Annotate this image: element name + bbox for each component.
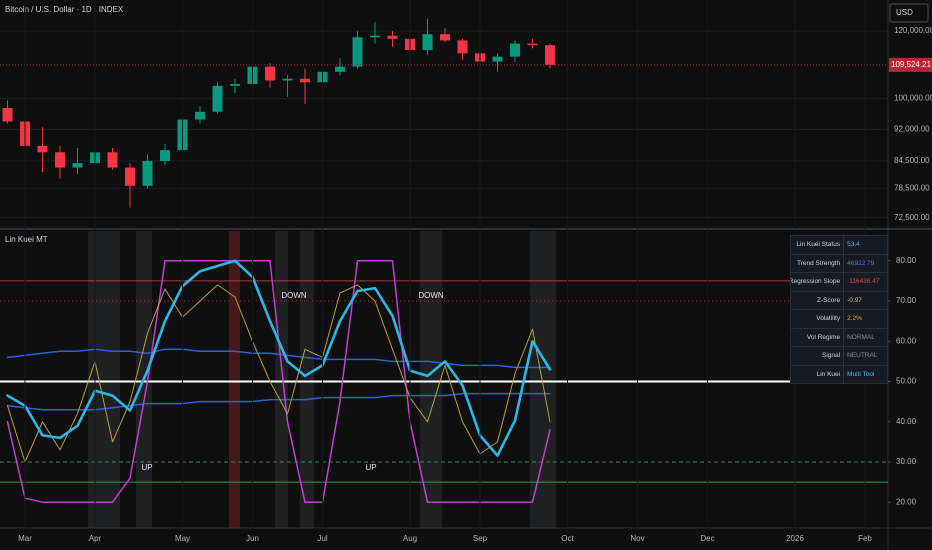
candle-body xyxy=(370,35,380,38)
row-label: Lin Kuei xyxy=(791,365,845,383)
table-row: Volatility 2.2% xyxy=(791,310,887,329)
row-label: Trend Strength xyxy=(791,254,845,272)
candle-body xyxy=(142,160,153,186)
x-tick-label: Dec xyxy=(700,534,714,543)
candle-body xyxy=(387,35,398,39)
row-value: 46922.79 xyxy=(847,259,875,267)
candle-body xyxy=(510,43,520,57)
x-tick-label: Feb xyxy=(858,534,872,543)
session-band xyxy=(275,231,288,528)
session-band xyxy=(530,231,556,528)
indicator-line xyxy=(6,392,551,411)
currency-button[interactable] xyxy=(889,3,929,23)
candle-body xyxy=(195,111,205,120)
y-tick-label: 80.00 xyxy=(896,256,917,265)
x-tick-label: Nov xyxy=(630,534,644,543)
table-row: Signal NEUTRAL xyxy=(791,347,887,366)
x-tick-label: Apr xyxy=(89,534,102,543)
row-label: Vol Regime xyxy=(791,328,845,346)
y-tick-label: 70.00 xyxy=(896,296,917,305)
candle-body xyxy=(72,163,83,168)
signal-annotation: UP xyxy=(141,463,152,472)
indicator-lines xyxy=(6,259,552,503)
table-row: Regression Slope -116436.47 xyxy=(791,273,887,292)
row-value: Multi Tool xyxy=(847,370,875,378)
row-label: Volatility xyxy=(791,310,845,328)
signal-annotation: DOWN xyxy=(418,291,444,300)
table-row: Vol Regime NORMAL xyxy=(791,328,887,347)
table-row: Z-Score -0.97 xyxy=(791,291,887,310)
signal-annotation: DOWN xyxy=(281,291,307,300)
candle-body xyxy=(440,34,450,41)
candle-body xyxy=(230,84,240,86)
row-label: Signal xyxy=(791,347,845,365)
y-tick-label: 100,000.00 xyxy=(894,94,932,103)
indicator-title: Lin Kuei MT xyxy=(5,235,48,244)
row-value: NEUTRAL xyxy=(847,352,878,360)
x-tick-label: Jun xyxy=(246,534,259,543)
row-value: 2.2% xyxy=(847,315,862,323)
row-label: Regression Slope xyxy=(791,273,845,291)
y-tick-label: 92,000.00 xyxy=(894,125,930,134)
indicator-line xyxy=(6,348,551,369)
x-tick-label: Sep xyxy=(473,534,488,543)
x-tick-label: May xyxy=(175,534,190,543)
candle-body xyxy=(265,66,275,81)
y-tick-label: 40.00 xyxy=(896,417,917,426)
candle-body xyxy=(457,40,468,54)
x-tick-label: Aug xyxy=(403,534,417,543)
table-row: Trend Strength 46922.79 xyxy=(791,254,887,273)
session-band xyxy=(420,231,442,528)
x-tick-label: Jul xyxy=(317,534,327,543)
indicator-line xyxy=(6,259,552,457)
candle-body xyxy=(352,37,363,67)
y-tick-label: 60.00 xyxy=(896,336,917,345)
indicator-line xyxy=(7,284,551,463)
x-tick-label: Oct xyxy=(561,534,574,543)
row-value: -0.97 xyxy=(847,296,862,304)
candle-body xyxy=(212,85,223,112)
candle-body xyxy=(545,45,555,65)
y-tick-label: 72,500.00 xyxy=(894,213,930,222)
y-tick-label: 30.00 xyxy=(896,457,917,466)
candle-body xyxy=(107,152,118,168)
session-band xyxy=(300,231,314,528)
y-tick-label: 20.00 xyxy=(896,497,917,506)
session-band xyxy=(88,231,120,528)
session-band xyxy=(229,231,240,528)
currency-label[interactable]: USD xyxy=(896,8,913,17)
row-label: Lin Kuei Status xyxy=(791,236,845,254)
candle-body xyxy=(160,150,170,161)
signal-annotation: UP xyxy=(365,463,376,472)
candle-body xyxy=(335,66,345,72)
candle-body xyxy=(492,56,503,62)
last-price-tag xyxy=(889,57,932,72)
candle-body xyxy=(125,167,135,186)
table-row: Lin Kuei Multi Tool xyxy=(791,365,887,383)
candle-body xyxy=(55,152,65,168)
y-tick-label: 78,500.00 xyxy=(894,183,930,192)
row-value: NORMAL xyxy=(847,333,875,341)
candle-body xyxy=(527,43,538,46)
candle-body xyxy=(282,78,293,81)
stats-table: Lin Kuei Status 53.4 Trend Strength 46922.7… xyxy=(790,235,888,384)
last-price-label: 109,524.21 xyxy=(891,60,932,69)
candle-body xyxy=(37,145,48,153)
y-tick-label: 120,000.00 xyxy=(894,26,932,35)
row-value: 53.4 xyxy=(847,241,860,249)
candle-body xyxy=(2,107,13,122)
candle-body xyxy=(422,34,433,51)
candle-body xyxy=(300,78,310,83)
table-row: Lin Kuei Status 53.4 xyxy=(791,236,887,255)
x-tick-label: Mar xyxy=(18,534,32,543)
symbol-title: Bitcoin / U.S. Dollar · 1D · INDEX xyxy=(5,5,124,14)
row-label: Z-Score xyxy=(791,291,845,309)
y-tick-label: 50.00 xyxy=(896,377,917,386)
row-value: -116436.47 xyxy=(847,278,880,286)
y-tick-label: 84,500.00 xyxy=(894,156,930,165)
x-tick-label: 2026 xyxy=(786,534,804,543)
